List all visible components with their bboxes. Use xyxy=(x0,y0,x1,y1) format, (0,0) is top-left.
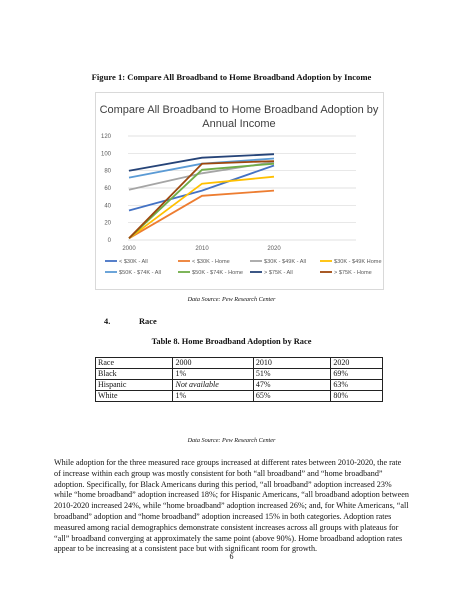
table-title: Table 8. Home Broadband Adoption by Race xyxy=(151,337,312,346)
race-table: Race 2000 2010 2020 Black 1% 51% 69% His… xyxy=(94,357,383,402)
y-tick-label: 80 xyxy=(104,169,111,175)
table-row: White 1% 65% 80% xyxy=(94,390,383,402)
chart-source: Data Source: Pew Research Center xyxy=(187,296,276,303)
table-cell: 1% xyxy=(172,390,254,402)
header-cell: 2000 xyxy=(172,357,254,369)
header-cell: 2010 xyxy=(252,357,332,369)
series-line xyxy=(128,153,275,172)
x-tick-label: 2020 xyxy=(267,246,281,252)
table-row: Black 1% 51% 69% xyxy=(94,368,383,380)
y-tick-label: 60 xyxy=(104,186,111,192)
chart-svg: Compare All Broadband to Home Broadband … xyxy=(100,104,382,276)
page-number: 6 xyxy=(229,552,234,561)
table-cell: 63% xyxy=(330,379,383,391)
x-tick-label: 2000 xyxy=(122,246,136,252)
legend-label: > $75K - Home xyxy=(334,270,372,276)
series-line xyxy=(128,175,275,240)
legend-label: $30K - $49K Home xyxy=(334,259,382,265)
section-number: 4. xyxy=(104,317,111,326)
y-tick-label: 40 xyxy=(104,203,111,209)
table-cell: 65% xyxy=(252,390,332,402)
legend-label: < $30K - All xyxy=(119,259,148,265)
y-tick-label: 20 xyxy=(104,221,111,227)
header-cell: Race xyxy=(94,357,174,369)
series-line xyxy=(128,164,275,212)
legend-label: > $75K - All xyxy=(264,270,293,276)
table-cell: 1% xyxy=(172,368,254,380)
series-line xyxy=(128,189,275,240)
section-title: Race xyxy=(139,317,157,326)
figure-title: Figure 1: Compare All Broadband to Home … xyxy=(91,72,372,82)
line-chart: Compare All Broadband to Home Broadband … xyxy=(95,92,384,290)
table-source: Data Source: Pew Research Center xyxy=(187,437,276,444)
y-tick-label: 0 xyxy=(108,238,112,244)
x-tick-label: 2010 xyxy=(195,246,209,252)
chart-title: Compare All Broadband to Home Broadband … xyxy=(100,104,379,116)
y-tick-label: 120 xyxy=(101,134,112,140)
table-cell: 80% xyxy=(330,390,383,402)
table-cell: 69% xyxy=(330,368,383,380)
series-line xyxy=(128,160,275,239)
header-cell: 2020 xyxy=(330,357,383,369)
y-tick-label: 100 xyxy=(101,151,112,157)
table-row: Hispanic Not available 47% 63% xyxy=(94,379,383,391)
legend-label: $30K - $49K - All xyxy=(264,259,306,265)
table-cell: Black xyxy=(94,368,174,380)
legend-label: $50K - $74K - All xyxy=(119,270,161,276)
body-paragraph: While adoption for the three measured ra… xyxy=(54,458,409,554)
legend-label: < $30K - Home xyxy=(192,259,230,265)
table-cell: Hispanic xyxy=(94,379,174,391)
table-cell: Not available xyxy=(172,379,254,391)
table-cell: 47% xyxy=(252,379,332,391)
section-heading: 4. Race xyxy=(104,317,157,326)
legend-label: $50K - $74K - Home xyxy=(192,270,243,276)
table-header-row: Race 2000 2010 2020 xyxy=(94,357,383,369)
table-cell: 51% xyxy=(252,368,332,380)
series-line xyxy=(128,162,275,239)
chart-title: Annual Income xyxy=(202,118,275,130)
table-cell: White xyxy=(94,390,174,402)
